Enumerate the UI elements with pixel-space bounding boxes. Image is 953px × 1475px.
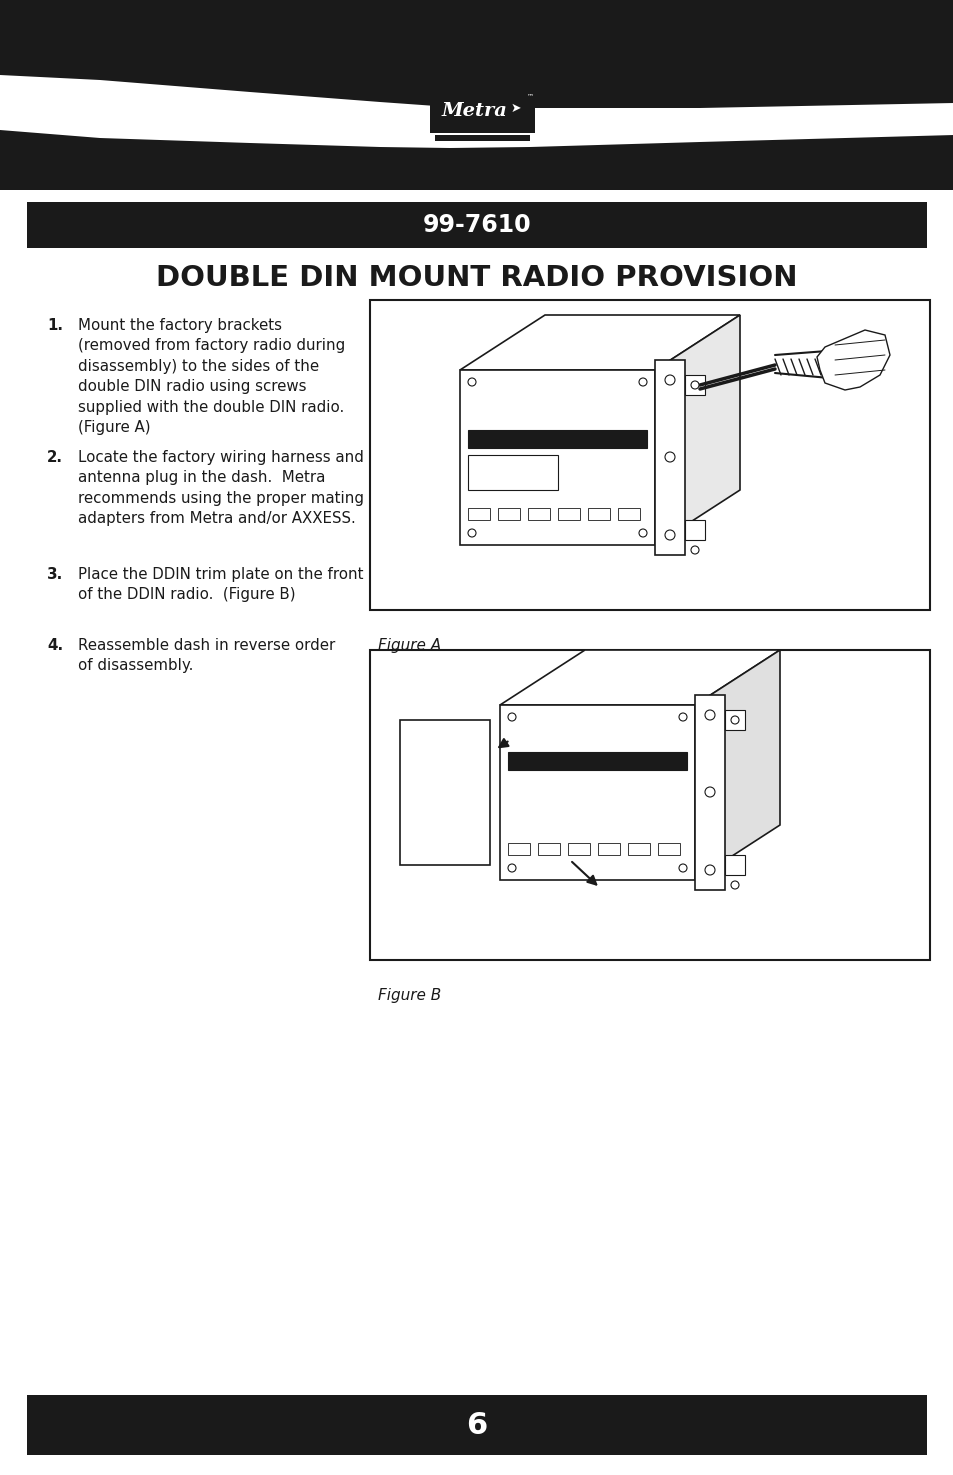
Bar xyxy=(587,507,609,521)
Bar xyxy=(724,709,744,730)
Bar xyxy=(567,844,589,856)
Bar xyxy=(27,202,926,248)
Bar xyxy=(724,855,744,875)
Bar xyxy=(468,507,490,521)
Circle shape xyxy=(468,378,476,386)
Bar xyxy=(468,431,646,448)
Circle shape xyxy=(679,864,686,872)
Polygon shape xyxy=(459,316,740,370)
Circle shape xyxy=(679,712,686,721)
Text: Figure B: Figure B xyxy=(377,988,441,1003)
Polygon shape xyxy=(695,650,780,881)
Bar xyxy=(655,360,684,555)
Text: Reassemble dash in reverse order
of disassembly.: Reassemble dash in reverse order of disa… xyxy=(78,639,335,674)
Bar xyxy=(27,1395,926,1454)
Text: DOUBLE DIN MOUNT RADIO PROVISION: DOUBLE DIN MOUNT RADIO PROVISION xyxy=(156,264,797,292)
Bar xyxy=(370,299,929,611)
Circle shape xyxy=(468,530,476,537)
Bar xyxy=(558,507,579,521)
Bar xyxy=(658,844,679,856)
Bar xyxy=(618,507,639,521)
Bar xyxy=(468,454,558,490)
Polygon shape xyxy=(0,75,953,148)
Text: Metra: Metra xyxy=(440,102,506,119)
Bar xyxy=(435,136,530,142)
Bar xyxy=(598,844,619,856)
Circle shape xyxy=(507,864,516,872)
Text: 6: 6 xyxy=(466,1410,487,1440)
Bar xyxy=(370,650,929,960)
Polygon shape xyxy=(655,316,740,544)
Polygon shape xyxy=(816,330,889,389)
Text: 99-7610: 99-7610 xyxy=(422,212,531,237)
Bar xyxy=(684,375,704,395)
Circle shape xyxy=(704,709,714,720)
Circle shape xyxy=(664,530,675,540)
Text: Figure A: Figure A xyxy=(377,639,440,653)
Bar xyxy=(430,88,535,133)
Circle shape xyxy=(664,375,675,385)
Bar xyxy=(507,752,686,770)
Circle shape xyxy=(664,451,675,462)
Polygon shape xyxy=(499,650,780,705)
Bar xyxy=(537,844,559,856)
Circle shape xyxy=(639,530,646,537)
Text: 2.: 2. xyxy=(47,450,63,465)
Bar xyxy=(684,521,704,540)
Bar xyxy=(399,720,490,864)
Circle shape xyxy=(730,715,739,724)
Bar xyxy=(507,844,530,856)
Circle shape xyxy=(639,378,646,386)
Bar xyxy=(695,695,724,889)
Text: ➤: ➤ xyxy=(510,102,520,115)
Bar xyxy=(459,370,655,544)
Bar xyxy=(435,80,530,86)
Circle shape xyxy=(730,881,739,889)
Bar xyxy=(499,705,695,881)
Text: Mount the factory brackets
(removed from factory radio during
disassembly) to th: Mount the factory brackets (removed from… xyxy=(78,319,345,435)
Text: Locate the factory wiring harness and
antenna plug in the dash.  Metra
recommend: Locate the factory wiring harness and an… xyxy=(78,450,364,527)
Circle shape xyxy=(704,788,714,797)
Text: 1.: 1. xyxy=(47,319,63,333)
Text: ™: ™ xyxy=(527,93,534,99)
Text: 3.: 3. xyxy=(47,566,63,583)
Circle shape xyxy=(704,864,714,875)
Polygon shape xyxy=(0,0,953,190)
Bar xyxy=(527,507,550,521)
Text: 4.: 4. xyxy=(47,639,63,653)
Circle shape xyxy=(507,712,516,721)
Bar xyxy=(497,507,519,521)
Bar xyxy=(627,844,649,856)
Text: Place the DDIN trim plate on the front
of the DDIN radio.  (Figure B): Place the DDIN trim plate on the front o… xyxy=(78,566,363,602)
Circle shape xyxy=(690,546,699,555)
Circle shape xyxy=(690,381,699,389)
